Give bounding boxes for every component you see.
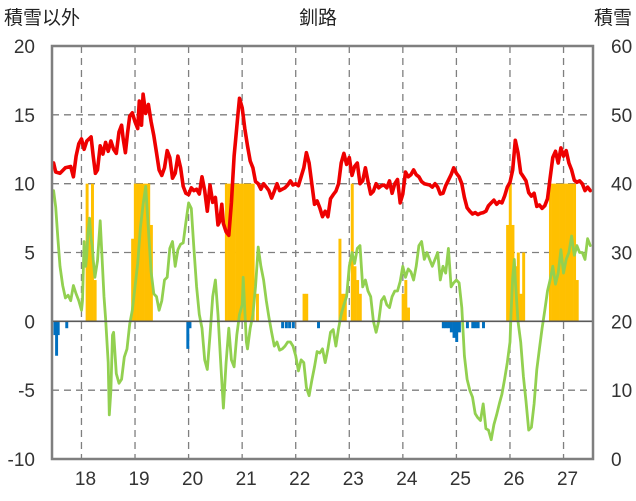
orange-bar: [246, 183, 250, 322]
orange-bar: [407, 307, 410, 322]
orange-bar: [570, 183, 574, 322]
plot-frame: [50, 44, 595, 461]
orange-bar: [131, 238, 135, 322]
left-tick-label: -5: [18, 381, 35, 402]
blue-bar: [447, 321, 451, 329]
orange-bar: [141, 183, 145, 322]
x-tick-label: 25: [450, 469, 471, 490]
chart-title: 釧路: [299, 7, 337, 29]
blue-bar: [476, 321, 480, 329]
left-axis-label: 積雪以外: [4, 7, 80, 29]
left-tick-label: 0: [24, 312, 35, 333]
orange-bar: [508, 183, 512, 322]
orange-bar: [343, 293, 347, 322]
orange-bar: [88, 218, 92, 322]
right-tick-label: 40: [611, 175, 632, 196]
orange-bar: [255, 293, 259, 322]
orange-bar: [522, 252, 526, 322]
orange-bar: [302, 293, 306, 322]
orange-bar: [133, 183, 137, 322]
orange-bar: [251, 183, 255, 322]
orange-bar: [224, 183, 228, 322]
blue-bar: [55, 321, 59, 356]
left-tick-label: 15: [14, 106, 35, 127]
orange-bar: [240, 183, 244, 322]
orange-bar: [230, 183, 234, 322]
blue-bar: [188, 321, 192, 329]
right-tick-label: 0: [611, 450, 622, 471]
orange-bar: [548, 183, 552, 322]
x-tick-label: 26: [503, 469, 524, 490]
blue-bar: [317, 321, 320, 329]
orange-bar: [93, 280, 97, 322]
x-tick-label: 27: [557, 469, 578, 490]
orange-bar: [401, 293, 405, 322]
x-tick-label: 22: [289, 469, 310, 490]
green-line-series: [52, 185, 592, 442]
orange-bar: [358, 293, 362, 322]
blue-bar: [441, 321, 445, 329]
blue-bar: [444, 321, 448, 329]
orange-bar: [243, 183, 247, 322]
orange-bar: [551, 183, 555, 322]
orange-bar: [519, 293, 523, 322]
red-line-series: [51, 92, 593, 238]
left-tick-label: 20: [14, 37, 35, 58]
line-series: [51, 92, 593, 442]
orange-bar: [235, 183, 239, 322]
orange-bar: [353, 266, 357, 322]
right-tick-label: 20: [611, 312, 632, 333]
orange-bar: [305, 293, 309, 322]
blue-bar: [288, 321, 292, 329]
orange-bar: [565, 183, 568, 322]
left-tick-label: -10: [8, 450, 35, 471]
x-tick-label: 20: [182, 469, 203, 490]
x-tick-label: 18: [75, 469, 96, 490]
left-tick-label: 10: [14, 175, 35, 196]
blue-bar: [482, 321, 485, 329]
right-axis-label: 積雪: [594, 7, 632, 29]
bar-series: [53, 183, 579, 356]
blue-bar: [473, 321, 477, 329]
blue-bar: [455, 321, 459, 342]
orange-bar: [506, 224, 510, 322]
right-tick-label: 60: [611, 37, 632, 58]
blue-bar: [457, 321, 461, 333]
x-tick-label: 24: [396, 469, 418, 490]
orange-bar: [554, 183, 558, 322]
blue-bar: [291, 321, 295, 329]
blue-bar: [56, 321, 60, 336]
blue-bar: [284, 321, 288, 329]
orange-bar: [338, 238, 342, 322]
x-tick-label: 19: [128, 469, 149, 490]
blue-bar: [449, 321, 453, 333]
orange-bar: [356, 280, 360, 322]
orange-bar: [516, 252, 520, 322]
orange-bar: [144, 183, 148, 322]
orange-bar: [404, 280, 408, 322]
tick-labels: -10 -5 0 5 10 15 20 0 10 20 30 40 50 60 18 19 20 21 22 23 24…: [8, 37, 633, 490]
x-tick-label: 21: [236, 469, 257, 490]
orange-bar: [249, 183, 252, 322]
orange-bar: [139, 183, 143, 322]
blue-bar: [465, 321, 469, 329]
orange-bar: [238, 183, 242, 322]
blue-bar: [186, 321, 190, 349]
orange-bar: [562, 183, 566, 322]
left-tick-label: 5: [24, 244, 35, 265]
right-tick-label: 30: [611, 244, 632, 265]
blue-bar: [471, 321, 475, 329]
blue-bar: [452, 321, 456, 338]
right-tick-label: 10: [611, 381, 632, 402]
x-tick-label: 23: [343, 469, 364, 490]
blue-bar: [281, 321, 285, 329]
right-tick-label: 50: [611, 106, 632, 127]
orange-bar: [557, 183, 560, 322]
orange-bar: [575, 280, 579, 322]
orange-bar: [232, 183, 236, 322]
blue-bar: [65, 321, 69, 329]
blue-bar: [53, 321, 57, 336]
orange-bar: [227, 183, 231, 322]
